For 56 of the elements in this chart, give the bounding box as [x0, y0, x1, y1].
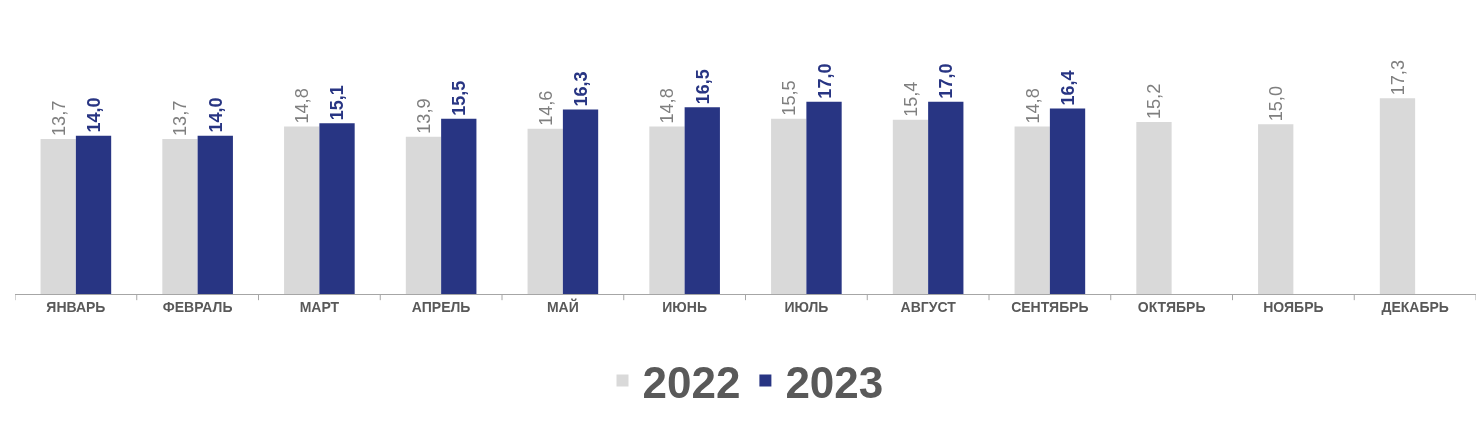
data-label: 15,4 — [900, 81, 921, 117]
data-label: 14,8 — [292, 88, 313, 124]
bar — [1014, 126, 1050, 294]
bar — [562, 109, 599, 294]
data-label: 16,5 — [692, 69, 713, 105]
data-label: 15,5 — [779, 80, 800, 116]
bar — [771, 118, 807, 294]
data-label: 16,4 — [1057, 70, 1078, 106]
bar — [162, 139, 198, 294]
bar — [892, 119, 929, 294]
data-label: 15,0 — [1266, 86, 1287, 122]
bar — [319, 123, 355, 294]
bar — [928, 101, 964, 294]
x-tick-label: ЯНВАРЬ — [46, 298, 106, 315]
x-tick-label: ФЕВРАЛЬ — [162, 298, 233, 315]
x-tick-label: МАРТ — [299, 298, 340, 315]
bar — [1258, 124, 1294, 294]
data-label: 14,8 — [657, 88, 678, 124]
x-tick-label: АПРЕЛЬ — [411, 298, 471, 315]
bar — [40, 139, 76, 294]
bar — [197, 135, 233, 294]
data-label: 17,0 — [936, 63, 957, 99]
data-label: 15,5 — [449, 80, 470, 116]
x-tick-label: НОЯБРЬ — [1263, 298, 1324, 315]
x-tick-label: СЕНТЯБРЬ — [1011, 298, 1089, 315]
bar — [284, 126, 320, 294]
data-label: 13,7 — [170, 100, 191, 137]
data-label: 14,8 — [1022, 88, 1043, 124]
data-label: 16,3 — [571, 71, 592, 107]
bar — [75, 135, 112, 294]
x-tick-label: ИЮНЬ — [662, 298, 707, 315]
data-label: 15,1 — [327, 85, 348, 121]
data-label: 13,9 — [413, 98, 434, 134]
bar — [684, 107, 720, 294]
data-label: 17,0 — [814, 63, 835, 99]
bar — [1049, 108, 1086, 294]
data-label: 14,6 — [535, 90, 556, 126]
x-tick-label: ДЕКАБРЬ — [1381, 298, 1449, 315]
data-label: 14,0 — [205, 97, 226, 133]
data-label: 15,2 — [1144, 83, 1165, 120]
bar — [441, 118, 477, 294]
bar — [1379, 98, 1416, 294]
data-label: 13,7 — [48, 100, 69, 137]
data-label: 14,0 — [84, 97, 105, 133]
bar — [1136, 122, 1172, 294]
bar — [806, 101, 842, 294]
legend-label: 2022 — [642, 357, 741, 407]
x-tick-label: МАЙ — [546, 297, 579, 315]
x-tick-label: АВГУСТ — [900, 298, 957, 315]
bar — [527, 128, 563, 294]
bar — [405, 136, 442, 294]
x-tick-label: ИЮЛЬ — [784, 298, 829, 315]
bar — [649, 126, 685, 294]
x-tick-label: ОКТЯБРЬ — [1137, 298, 1206, 315]
legend-label: 2023 — [785, 357, 884, 407]
data-label: 17,3 — [1387, 60, 1408, 96]
